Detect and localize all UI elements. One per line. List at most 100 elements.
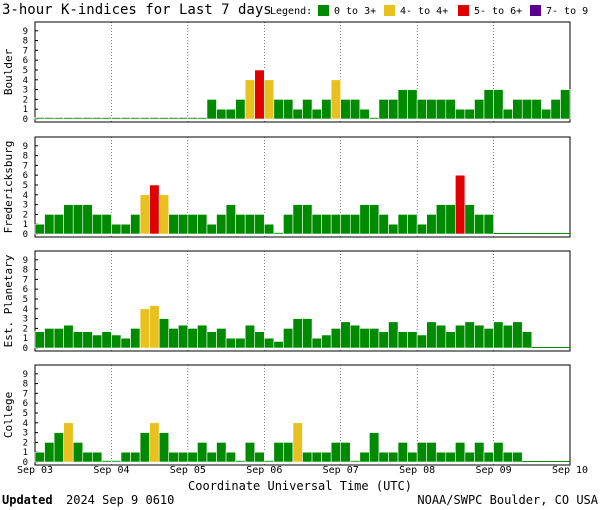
empty-slot: [560, 233, 570, 234]
k-index-bar: [187, 328, 198, 349]
k-index-bar: [92, 451, 103, 463]
k-index-bar: [139, 308, 150, 349]
k-index-bar: [168, 328, 179, 349]
k-index-bar: [359, 451, 370, 463]
y-tick-label: 5: [23, 295, 28, 305]
k-index-bar: [435, 324, 447, 349]
k-index-bar: [369, 204, 380, 235]
k-index-bar: [244, 324, 256, 349]
y-tick-label: 9: [23, 27, 28, 37]
k-index-bar: [82, 117, 93, 120]
k-index-bar: [349, 99, 361, 120]
empty-slot: [550, 461, 561, 462]
k-index-bar: [455, 324, 466, 349]
y-tick-label: 7: [23, 46, 28, 56]
k-index-bar: [483, 328, 494, 349]
k-index-bar: [168, 117, 179, 120]
k-index-bar: [139, 432, 150, 463]
empty-slot: [503, 233, 513, 234]
k-index-bar: [521, 331, 533, 349]
k-index-bar: [130, 214, 141, 235]
k-index-bar: [111, 460, 122, 463]
k-index-bar: [464, 108, 475, 120]
k-index-bar: [158, 432, 170, 463]
k-index-bar: [397, 442, 408, 463]
k-index-bar: [435, 204, 447, 235]
k-index-bar: [321, 334, 332, 349]
k-index-bar: [44, 214, 55, 235]
y-tick-label: 9: [23, 142, 28, 152]
k-index-bar: [216, 328, 227, 349]
k-index-bar: [397, 89, 408, 120]
legend-swatch-yellow: [384, 5, 395, 16]
k-index-bar: [474, 442, 485, 463]
k-index-bar: [483, 451, 494, 463]
k-index-bar: [263, 223, 275, 235]
k-index-bar: [111, 117, 122, 120]
k-index-bar: [502, 451, 513, 463]
k-index-bar: [187, 117, 198, 120]
k-index-bar: [197, 442, 208, 463]
k-index-bar: [407, 451, 418, 463]
k-index-bar: [53, 214, 64, 235]
k-index-bar: [53, 117, 64, 120]
k-index-bar: [273, 442, 284, 463]
k-index-bar: [397, 331, 408, 349]
k-index-bar: [311, 108, 322, 120]
k-index-bar: [101, 331, 112, 349]
k-index-bar: [311, 451, 322, 463]
y-tick-label: 6: [23, 399, 28, 409]
k-index-bar: [225, 337, 236, 349]
k-index-bar: [92, 334, 103, 349]
y-tick-label: 1: [23, 105, 28, 115]
y-tick-label: 1: [23, 220, 28, 230]
k-index-bar: [216, 442, 227, 463]
k-index-bar: [53, 432, 64, 463]
updated-label: Updated: [2, 493, 53, 507]
k-index-bar: [416, 99, 427, 120]
k-index-bar: [149, 117, 160, 120]
k-index-bar: [340, 321, 351, 349]
y-tick-label: 2: [23, 95, 28, 105]
k-index-bar: [474, 99, 485, 120]
legend-item-2: 5- to 6+: [458, 5, 522, 17]
k-index-bar: [426, 321, 437, 349]
k-index-bar: [216, 214, 227, 235]
k-index-bar: [263, 79, 275, 120]
panel-ylabel: Est. Planetary: [2, 254, 15, 347]
k-index-bar: [407, 331, 418, 349]
k-index-bar: [445, 99, 456, 120]
y-tick-label: 3: [23, 315, 28, 325]
k-index-bar: [235, 460, 246, 463]
k-index-bar: [340, 442, 351, 463]
k-index-bar: [101, 214, 112, 235]
y-tick-label: 8: [23, 380, 28, 390]
k-index-bar: [149, 184, 160, 235]
y-tick-label: 5: [23, 66, 28, 76]
k-index-bar: [206, 99, 217, 120]
k-index-bar: [206, 451, 217, 463]
y-tick-label: 4: [23, 419, 28, 429]
k-index-bar: [292, 204, 303, 235]
k-index-bar: [321, 451, 332, 463]
k-index-bar: [521, 99, 533, 120]
k-index-bar: [359, 108, 370, 120]
panels: 0123456789Boulder0123456789Fredericksbur…: [2, 21, 571, 468]
k-index-bar: [560, 89, 571, 120]
k-index-bar: [82, 451, 93, 463]
k-index-bar: [263, 460, 275, 463]
k-index-bar: [512, 321, 523, 349]
k-index-bar: [340, 99, 351, 120]
k-index-bar: [130, 117, 141, 120]
x-tick-label: Sep 09: [476, 465, 512, 476]
k-index-bar: [44, 117, 55, 120]
k-index-bar: [349, 324, 361, 349]
k-index-bar: [445, 451, 456, 463]
k-index-bar: [464, 451, 475, 463]
y-tick-label: 7: [23, 389, 28, 399]
k-index-bar: [388, 99, 399, 120]
y-tick-label: 3: [23, 86, 28, 96]
k-index-bar: [369, 328, 380, 349]
